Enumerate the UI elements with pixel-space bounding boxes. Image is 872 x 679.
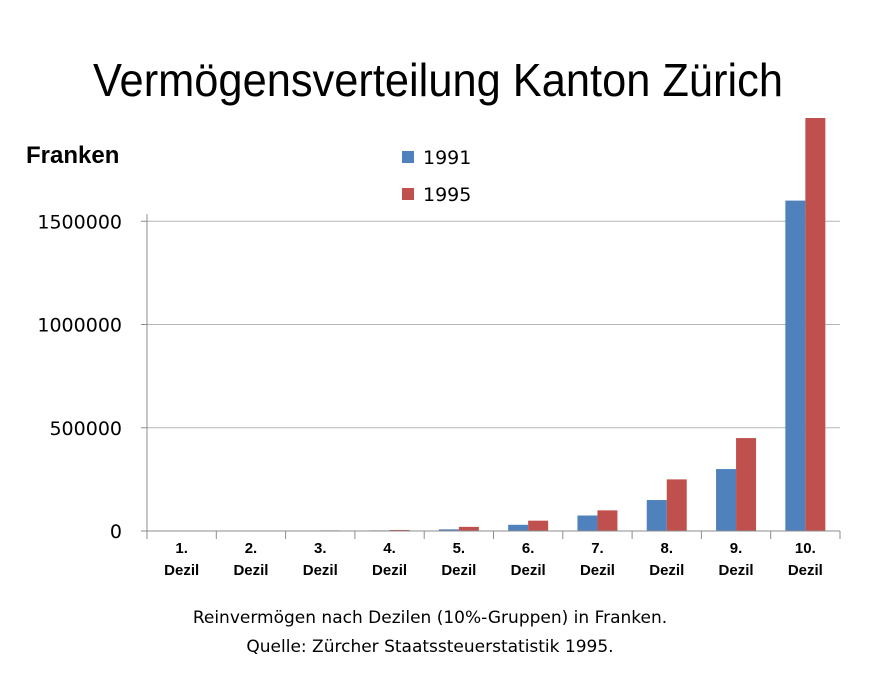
x-tick-label-3: 3. Dezil — [303, 540, 338, 579]
bar-1991-6 — [508, 524, 529, 531]
legend-label-1995: 1995 — [423, 184, 471, 206]
legend-swatch-1995 — [402, 188, 414, 200]
bar-1995-7 — [597, 510, 618, 531]
axes — [141, 214, 841, 539]
caption-line-1: Reinvermögen nach Dezilen (10%-Gruppen) … — [193, 608, 667, 628]
x-tick-labels: 1. Dezil 2. Dezil 3. Dezil 4. Dezil 5. Dezil 6. Dez… — [164, 540, 823, 579]
bar-1991-8 — [646, 500, 667, 531]
bar-1991-5 — [438, 529, 459, 531]
x-tick-label-9: 9. Dezil — [719, 540, 754, 579]
x-tick-label-1: 1. Dezil — [164, 540, 199, 579]
bar-1995-5 — [458, 526, 479, 531]
legend: 1991 1995 — [402, 147, 471, 206]
bar-1991-7 — [577, 515, 598, 531]
bar-1995-4 — [389, 529, 410, 531]
bar-1991-9 — [716, 469, 737, 531]
gridlines — [147, 220, 840, 429]
x-tick-label-2: 2. Dezil — [233, 540, 268, 579]
y-tick-label-1: 500000 — [49, 418, 122, 440]
y-tick-label-0: 0 — [110, 521, 122, 543]
bar-1995-10 — [805, 118, 826, 531]
bars — [300, 118, 826, 531]
bar-1991-10 — [785, 200, 806, 531]
chart-title: Vermögensverteilung Kanton Zürich — [93, 54, 783, 106]
legend-swatch-1991 — [402, 151, 414, 163]
bar-1995-9 — [736, 438, 757, 531]
y-tick-label-3: 1500000 — [37, 211, 122, 233]
y-axis-label: Franken — [26, 142, 119, 169]
bar-1995-6 — [528, 520, 549, 531]
x-tick-label-10: 10. Dezil — [788, 540, 823, 579]
x-tick-label-5: 5. Dezil — [441, 540, 476, 579]
legend-label-1991: 1991 — [423, 147, 471, 169]
caption-line-2: Quelle: Zürcher Staatssteuerstatistik 19… — [246, 637, 613, 657]
x-tick-label-8: 8. Dezil — [649, 540, 684, 579]
bar-1995-8 — [666, 479, 687, 531]
x-tick-label-4: 4. Dezil — [372, 540, 407, 579]
x-tick-label-6: 6. Dezil — [511, 540, 546, 579]
y-tick-label-2: 1000000 — [37, 315, 122, 337]
y-tick-labels: 0 500000 1000000 1500000 — [37, 211, 122, 543]
x-tick-label-7: 7. Dezil — [580, 540, 615, 579]
